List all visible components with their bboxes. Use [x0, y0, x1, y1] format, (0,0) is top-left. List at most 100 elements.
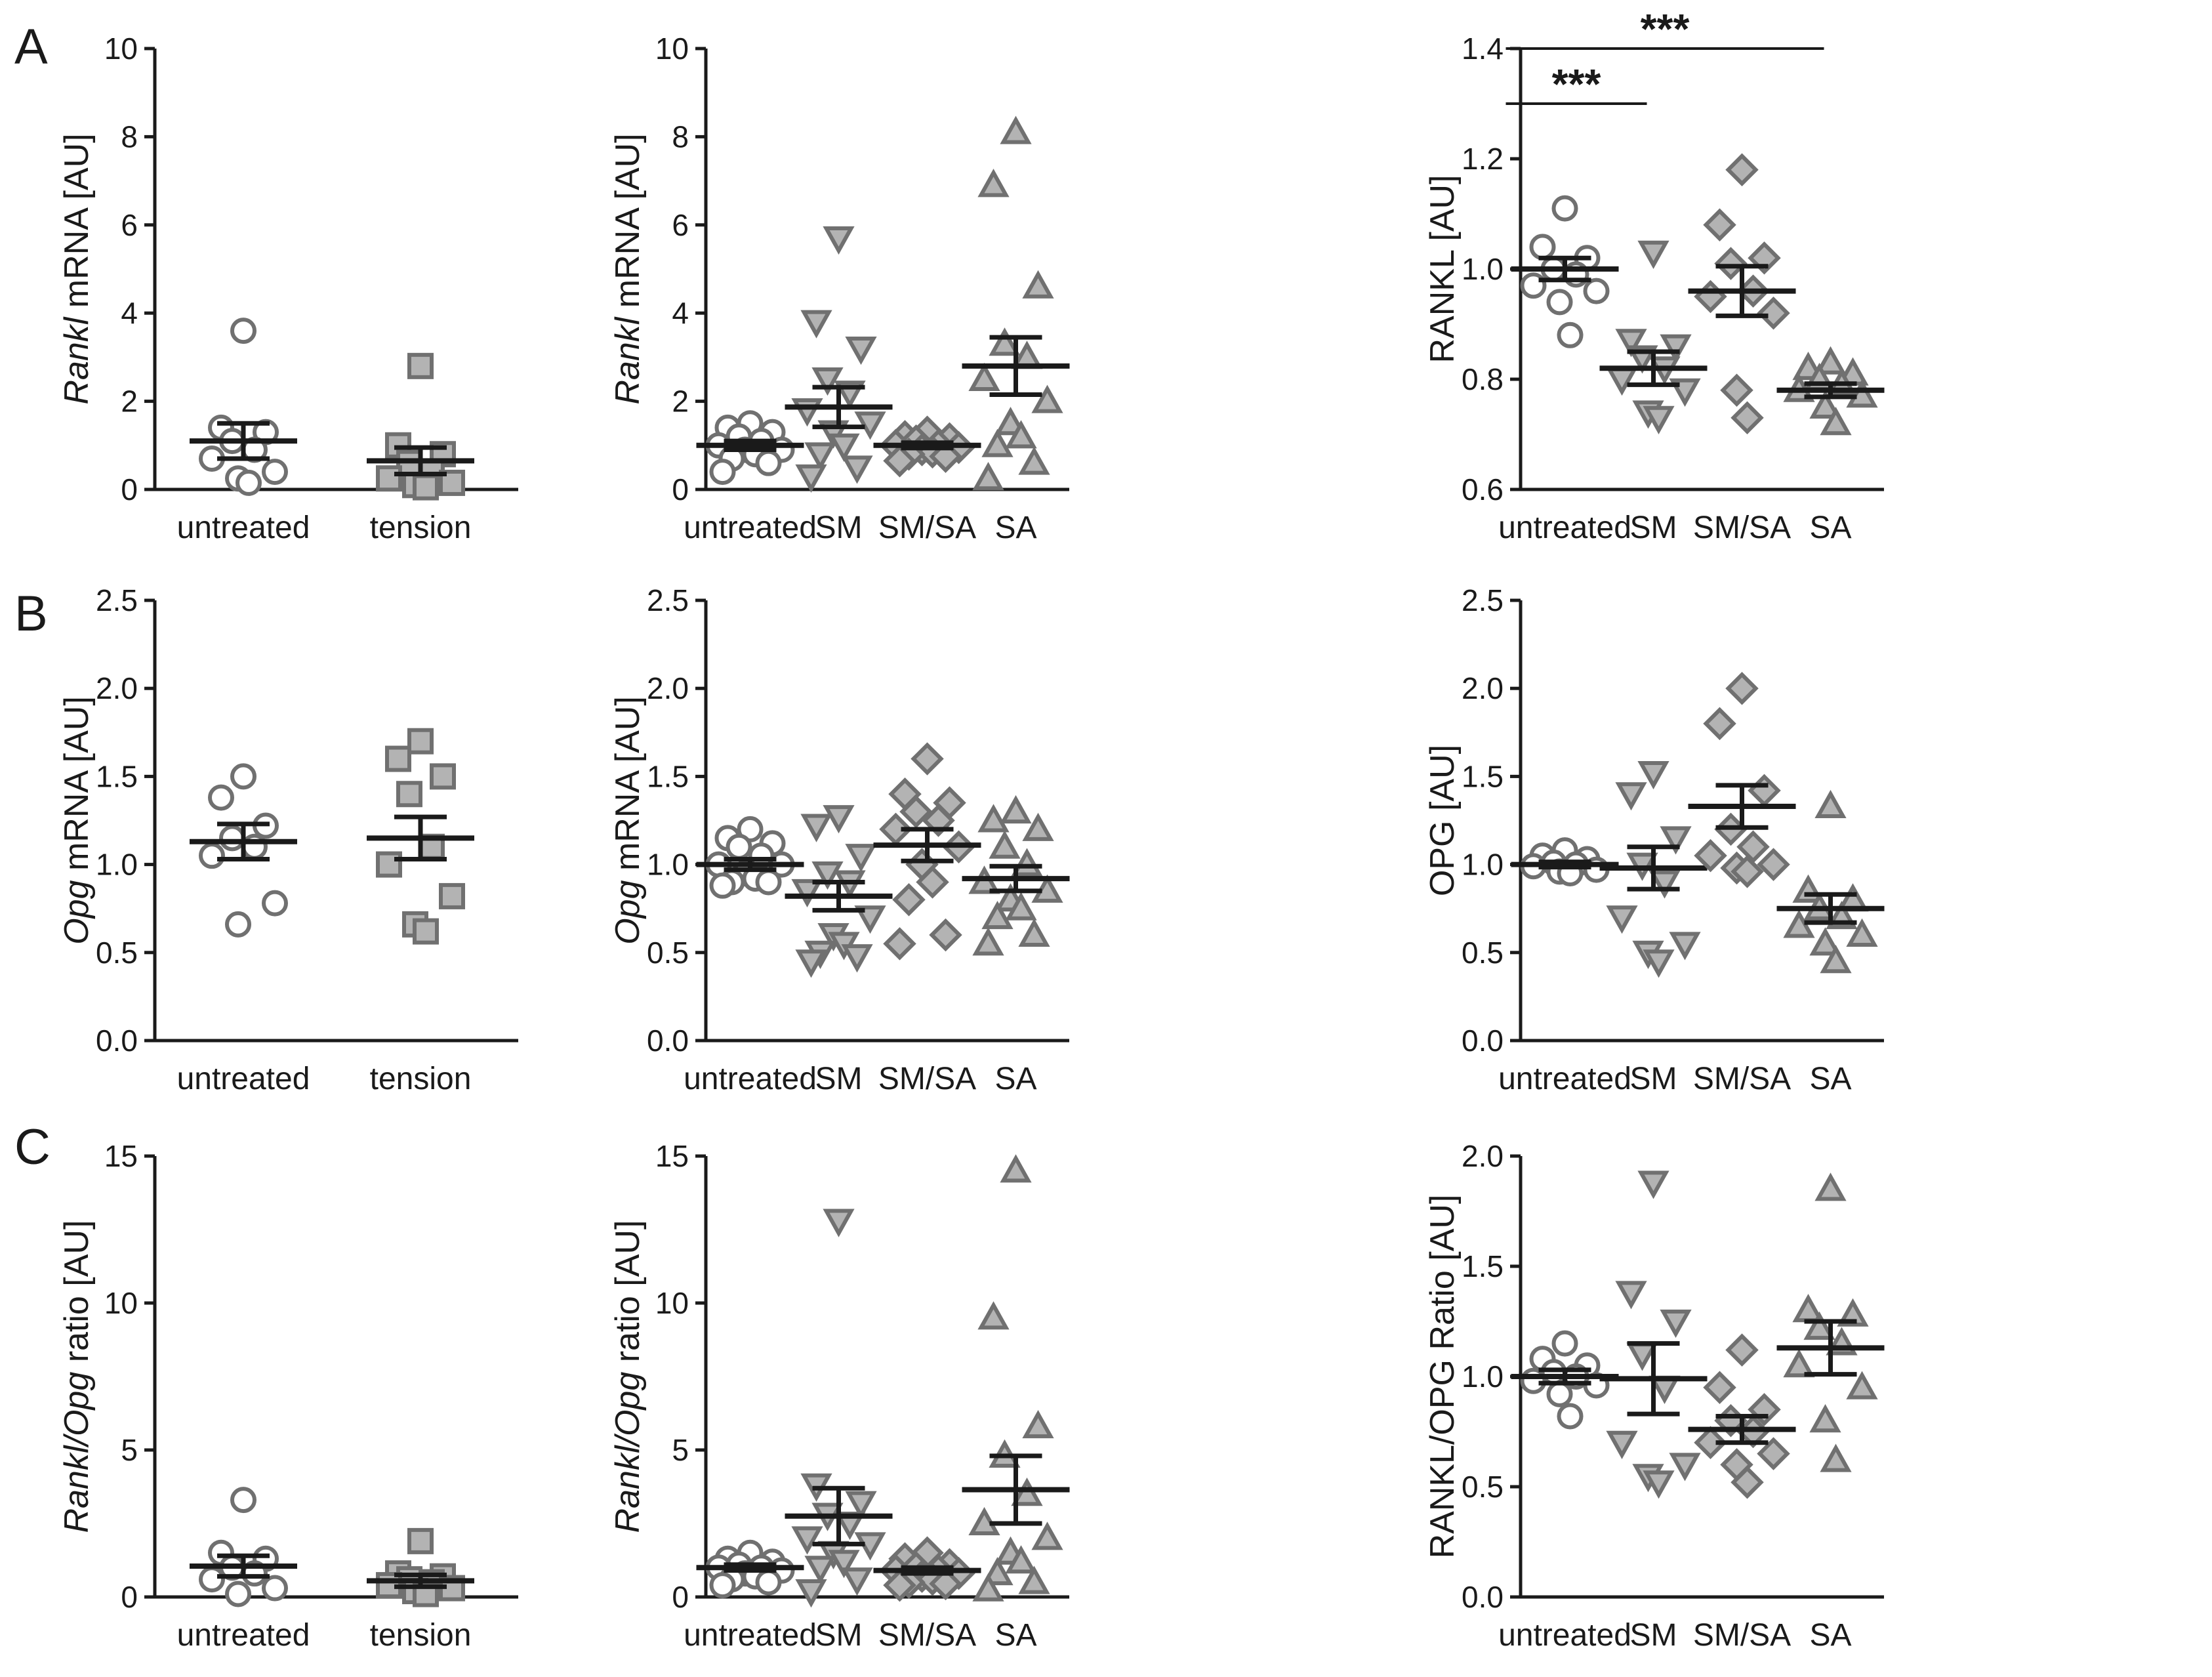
series-sa	[962, 795, 1070, 956]
data-point	[1736, 830, 1770, 864]
data-point	[1606, 367, 1638, 396]
data-point	[208, 784, 234, 811]
y-axis-title: Rankl/Opg ratio [AU]	[58, 1220, 96, 1533]
y-tick-label: 10	[655, 31, 689, 66]
data-point	[225, 1581, 251, 1607]
data-point	[911, 742, 944, 776]
y-tick-label: 1.5	[1462, 1249, 1504, 1283]
data-point	[892, 883, 926, 917]
data-point	[1660, 1310, 1692, 1338]
data-point	[1637, 240, 1669, 269]
x-tick-label: untreated	[177, 510, 310, 545]
data-point	[899, 795, 933, 829]
data-point	[1649, 870, 1681, 899]
y-axis-title: RANKL/OPG Ratio [AU]	[1423, 1195, 1462, 1559]
data-point	[1757, 296, 1790, 330]
series-tension	[367, 1527, 474, 1607]
data-point	[225, 911, 251, 938]
y-axis-title-part: ratio [AU]	[58, 1220, 96, 1372]
data-point	[791, 398, 823, 427]
y-axis-title-part: Opg	[609, 880, 647, 944]
y-tick-label: 0.0	[1462, 1024, 1504, 1058]
data-point	[385, 745, 411, 772]
x-tick-label: SM	[1630, 1618, 1677, 1653]
series-sm-sa	[873, 1536, 981, 1602]
data-point	[1694, 838, 1727, 873]
y-axis-title-part: mRNA [AU]	[58, 133, 96, 317]
data-point	[1546, 1380, 1573, 1407]
data-point	[968, 362, 1000, 391]
data-point	[1820, 1443, 1852, 1472]
y-tick-label: 8	[672, 119, 689, 154]
data-point	[1643, 405, 1675, 434]
y-tick-label: 1.0	[647, 848, 689, 882]
data-point	[1703, 707, 1736, 741]
significance-label: ***	[1552, 60, 1601, 108]
data-point	[977, 1301, 1010, 1330]
data-point	[989, 327, 1021, 356]
y-tick-label: 4	[672, 296, 689, 330]
data-point	[977, 169, 1010, 197]
y-tick-label: 0.5	[647, 936, 689, 970]
series-sm-sa	[1688, 671, 1796, 888]
data-point	[1846, 379, 1878, 408]
data-point	[1022, 812, 1054, 841]
y-tick-label: 2.5	[96, 583, 138, 617]
x-tick-label: SM/SA	[878, 510, 976, 545]
data-point	[1720, 373, 1753, 407]
x-tick-label: untreated	[1498, 1062, 1631, 1096]
y-axis-title: RANKL [AU]	[1423, 175, 1462, 363]
y-tick-label: 8	[121, 119, 138, 154]
y-tick-label: 10	[104, 31, 138, 66]
chart-panel-0: 0 2 4 6 8 10 Rankl mRNA [AU] untreated tension	[58, 31, 518, 545]
y-tick-label: 0.5	[96, 936, 138, 970]
data-point	[1809, 1404, 1841, 1433]
series-sa	[1776, 789, 1885, 974]
y-axis-title: Rankl/Opg ratio [AU]	[609, 1220, 647, 1533]
data-point	[1018, 918, 1050, 947]
y-tick-label: 0.5	[1462, 1470, 1504, 1504]
y-tick-label: 0.6	[1462, 472, 1504, 507]
y-axis-title-part: ratio [AU]	[609, 1220, 647, 1372]
data-point	[1000, 1154, 1032, 1183]
data-point	[230, 763, 256, 790]
data-point	[828, 1550, 860, 1579]
y-tick-label: 1.5	[96, 759, 138, 793]
y-tick-label: 2.0	[1462, 671, 1504, 705]
data-point	[1731, 401, 1764, 435]
y-tick-label: 5	[121, 1433, 138, 1467]
data-point	[1731, 1466, 1764, 1499]
y-tick-label: 1.4	[1462, 31, 1504, 66]
y-tick-label: 15	[104, 1139, 138, 1173]
data-point	[800, 310, 832, 339]
y-axis-title: OPG [AU]	[1423, 745, 1462, 896]
x-tick-label: tension	[370, 1618, 472, 1653]
data-point	[981, 1557, 1014, 1586]
data-point	[726, 833, 752, 860]
data-point	[407, 352, 434, 379]
series-untreated	[1511, 837, 1619, 887]
y-tick-label: 0	[672, 1580, 689, 1614]
data-point	[1660, 826, 1692, 855]
chart-panel-3: 0.0 0.5 1.0 1.5 2.0 2.5 Opg mRNA [AU] untreated…	[58, 583, 518, 1096]
data-point	[972, 462, 1004, 491]
data-point	[1011, 848, 1043, 877]
series-sm	[785, 805, 893, 978]
x-tick-label: SM/SA	[1693, 1062, 1791, 1096]
x-tick-label: untreated	[684, 1062, 817, 1096]
data-point	[977, 804, 1010, 833]
data-point	[230, 1487, 256, 1514]
data-point	[755, 1569, 782, 1596]
panel-letter-c: C	[14, 1119, 51, 1175]
y-tick-label: 2	[121, 384, 138, 419]
data-point	[1615, 329, 1647, 358]
y-axis-title-part: mRNA [AU]	[609, 133, 647, 317]
data-point	[1018, 446, 1050, 475]
x-tick-label: SA	[994, 510, 1036, 545]
data-point	[994, 407, 1027, 436]
series-sm	[785, 1209, 893, 1608]
x-tick-label: untreated	[177, 1618, 310, 1653]
